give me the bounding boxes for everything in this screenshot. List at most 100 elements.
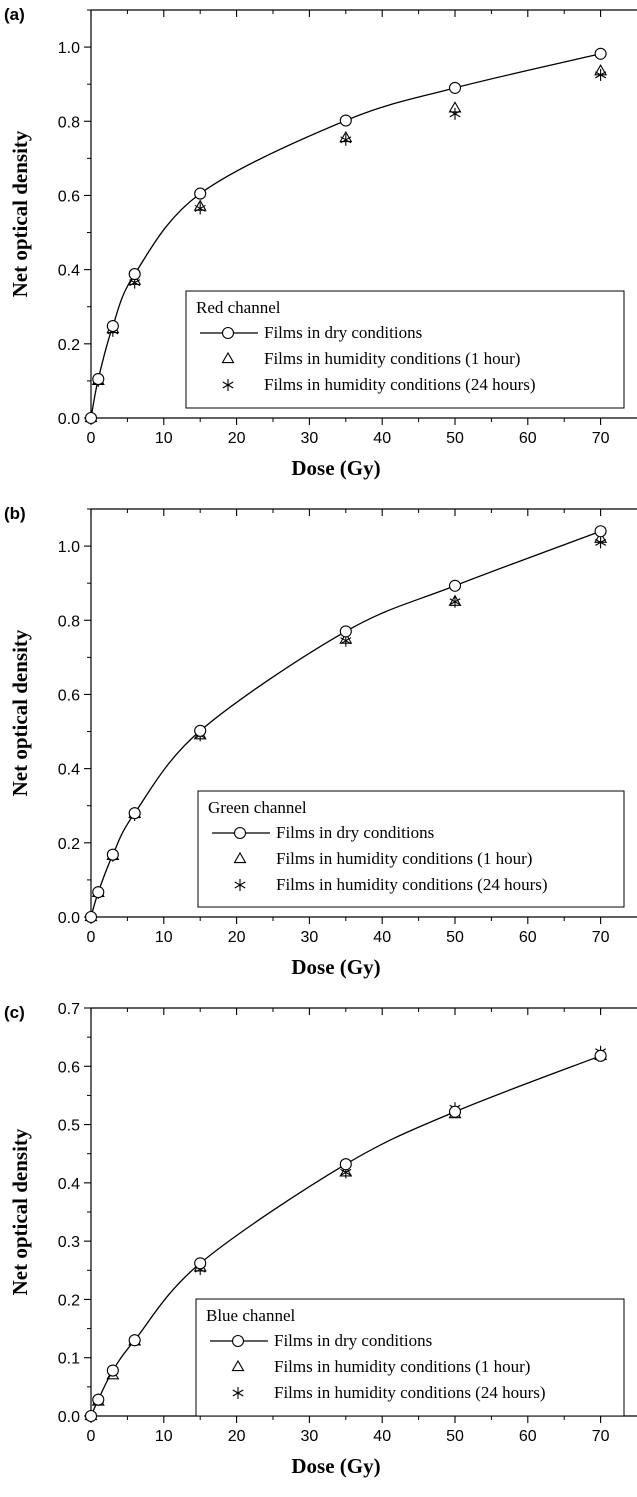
- y-tick-label: 0.4: [58, 762, 80, 779]
- legend-entry: Films in humidity conditions (24 hours): [264, 375, 536, 394]
- y-tick-label: 0.8: [58, 613, 80, 630]
- legend-marker-circle: [231, 1334, 245, 1348]
- x-tick-label: 10: [155, 1428, 173, 1445]
- legend-entry: Films in dry conditions: [264, 323, 422, 342]
- data-point-triangle: [448, 101, 462, 113]
- data-point-asterisk: [194, 202, 206, 215]
- legend-entry: Films in dry conditions: [274, 1331, 432, 1350]
- data-point-circle: [339, 625, 352, 638]
- data-point-circle: [194, 724, 207, 737]
- x-tick-label: 30: [301, 929, 319, 946]
- y-tick-label: 0.0: [58, 910, 80, 927]
- x-axis-title: Dose (Gy): [291, 1454, 380, 1478]
- y-tick-label: 0.6: [58, 687, 80, 704]
- x-tick-label: 60: [519, 929, 537, 946]
- x-tick-label: 20: [228, 430, 246, 447]
- data-point-triangle: [594, 531, 608, 543]
- x-tick-label: 40: [373, 1428, 391, 1445]
- x-tick-label: 60: [519, 430, 537, 447]
- legend-marker-circle: [221, 326, 235, 340]
- data-point-circle: [92, 1393, 105, 1406]
- data-point-circle: [84, 910, 98, 924]
- y-tick-label: 0.6: [58, 188, 80, 205]
- y-axis-title: Net optical density: [8, 1128, 32, 1295]
- x-tick-label: 30: [301, 430, 319, 447]
- data-point-triangle: [339, 130, 353, 143]
- x-tick-label: 40: [373, 929, 391, 946]
- data-point-triangle: [193, 199, 207, 211]
- legend-entry: Films in dry conditions: [276, 823, 434, 842]
- chart-svg-a: (a) 0 10 20 30 40 50 60 70 0.0 0.2 0.4 0.6 0.8 1.0 Dose…: [4, 5, 637, 480]
- x-tick-label: 0: [87, 929, 96, 946]
- legend-marker-triangle: [233, 851, 247, 864]
- y-tick-label: 1.0: [58, 40, 80, 57]
- data-point-circle: [106, 848, 119, 861]
- y-tick-label: 0.4: [58, 1176, 80, 1193]
- legend-box: [197, 790, 625, 908]
- data-point-circle: [92, 373, 105, 386]
- data-point-circle: [194, 1257, 207, 1270]
- legend-entry: Films in humidity conditions (1 hour): [264, 349, 520, 368]
- data-point-circle: [92, 886, 105, 899]
- panel-label: (c): [4, 1003, 25, 1022]
- x-tick-label: 50: [446, 1428, 464, 1445]
- y-tick-label: 0.6: [58, 1059, 80, 1076]
- legend-entry: Films in humidity conditions (1 hour): [276, 849, 532, 868]
- data-point-circle: [448, 579, 462, 592]
- x-tick-label: 50: [446, 929, 464, 946]
- x-tick-label: 0: [87, 430, 96, 447]
- data-point-circle: [339, 1158, 352, 1171]
- data-point-asterisk: [340, 133, 352, 146]
- y-axis-title: Net optical density: [8, 130, 32, 297]
- x-tick-label: 60: [519, 1428, 537, 1445]
- data-point-triangle: [128, 273, 142, 285]
- legend-title: Green channel: [208, 798, 307, 817]
- data-point-triangle: [594, 64, 608, 76]
- y-tick-label: 0.4: [58, 263, 80, 280]
- series-circle: [84, 525, 607, 924]
- y-tick-label: 0.8: [58, 114, 80, 131]
- data-point-circle: [594, 47, 607, 60]
- legend-box: [195, 1298, 625, 1417]
- x-tick-label: 70: [592, 1428, 610, 1445]
- x-tick-label: 70: [592, 430, 610, 447]
- data-point-triangle: [339, 1165, 353, 1177]
- y-tick-label: 0.2: [58, 836, 80, 853]
- legend: Green channel Films in dry conditions Film…: [197, 790, 625, 908]
- chart-panel-a: (a) 0 10 20 30 40 50 60 70 0.0 0.2 0.4 0.6 0.8 1.0 Dose…: [0, 0, 637, 499]
- y-axis-title: Net optical density: [8, 629, 32, 796]
- data-point-circle: [106, 319, 119, 333]
- x-tick-label: 40: [373, 430, 391, 447]
- legend-marker-triangle: [231, 1359, 245, 1372]
- data-point-circle: [448, 81, 462, 94]
- series-circle: [84, 1049, 607, 1423]
- data-point-triangle: [448, 594, 462, 606]
- chart-panel-b: (b) 0 10 20 30 40 50 60 70 0.0 0.2 0.4 0.6 0.8 1.0 Dose…: [0, 499, 637, 998]
- data-point-circle: [194, 187, 207, 200]
- data-point-circle: [339, 114, 352, 127]
- legend-entry: Films in humidity conditions (1 hour): [274, 1357, 530, 1376]
- y-tick-label: 0.0: [58, 411, 80, 428]
- y-tick-label: 0.3: [58, 1234, 80, 1251]
- chart-svg-b: (b) 0 10 20 30 40 50 60 70 0.0 0.2 0.4 0.6 0.8 1.0 Dose…: [4, 504, 637, 979]
- data-point-circle: [128, 1334, 141, 1347]
- legend-box: [185, 290, 625, 409]
- y-tick-label: 1.0: [58, 539, 80, 556]
- data-point-triangle: [339, 632, 353, 644]
- chart-svg-c: (c) 0 10 20 30 40 50 60 70 0.0 0.1 0.2 0.3 0.4 0.5 0.6 0…: [4, 1001, 637, 1478]
- x-tick-label: 70: [592, 929, 610, 946]
- legend-marker-triangle: [221, 351, 235, 364]
- legend-marker-asterisk: [222, 379, 234, 391]
- x-tick-label: 30: [301, 1428, 319, 1445]
- chart-panel-c: (c) 0 10 20 30 40 50 60 70 0.0 0.1 0.2 0.3 0.4 0.5 0.6 0…: [0, 998, 637, 1497]
- x-tick-label: 10: [155, 929, 173, 946]
- legend-title: Red channel: [196, 298, 281, 317]
- data-point-circle: [594, 1049, 607, 1062]
- y-tick-label: 0.2: [58, 1292, 80, 1309]
- y-tick-label: 0.7: [58, 1001, 80, 1018]
- legend-title: Blue channel: [206, 1306, 295, 1325]
- x-tick-label: 20: [228, 929, 246, 946]
- x-tick-label: 50: [446, 430, 464, 447]
- data-point-circle: [448, 1105, 462, 1118]
- y-tick-label: 0.2: [58, 337, 80, 354]
